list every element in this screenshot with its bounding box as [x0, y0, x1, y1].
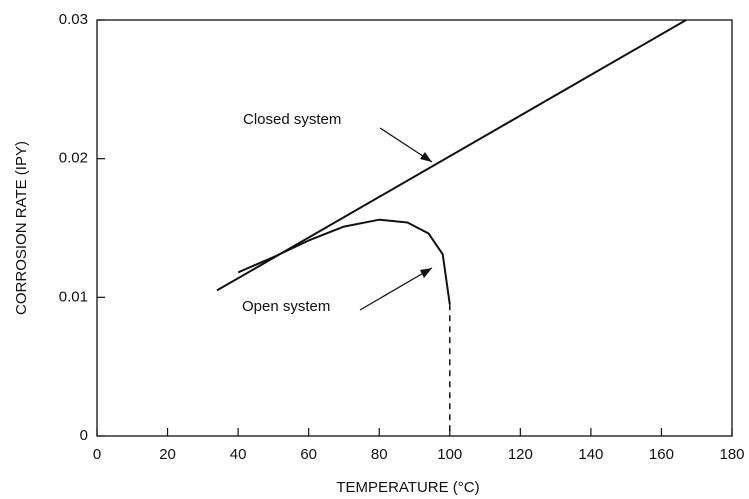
x-tick-label: 140 — [578, 446, 603, 463]
annotation-arrow — [359, 267, 433, 311]
x-tick-label: 40 — [230, 446, 247, 463]
y-tick-label: 0 — [80, 427, 88, 444]
plot-frame — [96, 19, 733, 437]
annotation: Open system — [242, 298, 330, 315]
arrow-head — [420, 152, 432, 162]
annotation: Closed system — [243, 111, 341, 128]
y-tick-label: 0.01 — [59, 288, 88, 305]
x-tick-label: 60 — [300, 446, 317, 463]
x-tick-label: 20 — [159, 446, 176, 463]
y-tick-label: 0.03 — [59, 11, 88, 28]
x-tick-label: 80 — [371, 446, 388, 463]
x-axis-label: TEMPERATURE (°C) — [336, 479, 479, 496]
series-line — [216, 19, 687, 292]
x-tick-label: 180 — [719, 446, 744, 463]
y-tick-label: 0.02 — [59, 150, 88, 167]
x-tick-label: 160 — [649, 446, 674, 463]
x-tick-label: 120 — [508, 446, 533, 463]
y-axis-label: CORROSION RATE (IPY) — [13, 141, 30, 315]
x-tick-label: 0 — [93, 446, 101, 463]
series-line — [237, 218, 451, 305]
x-tick-label: 100 — [437, 446, 462, 463]
arrow-head — [420, 268, 432, 278]
